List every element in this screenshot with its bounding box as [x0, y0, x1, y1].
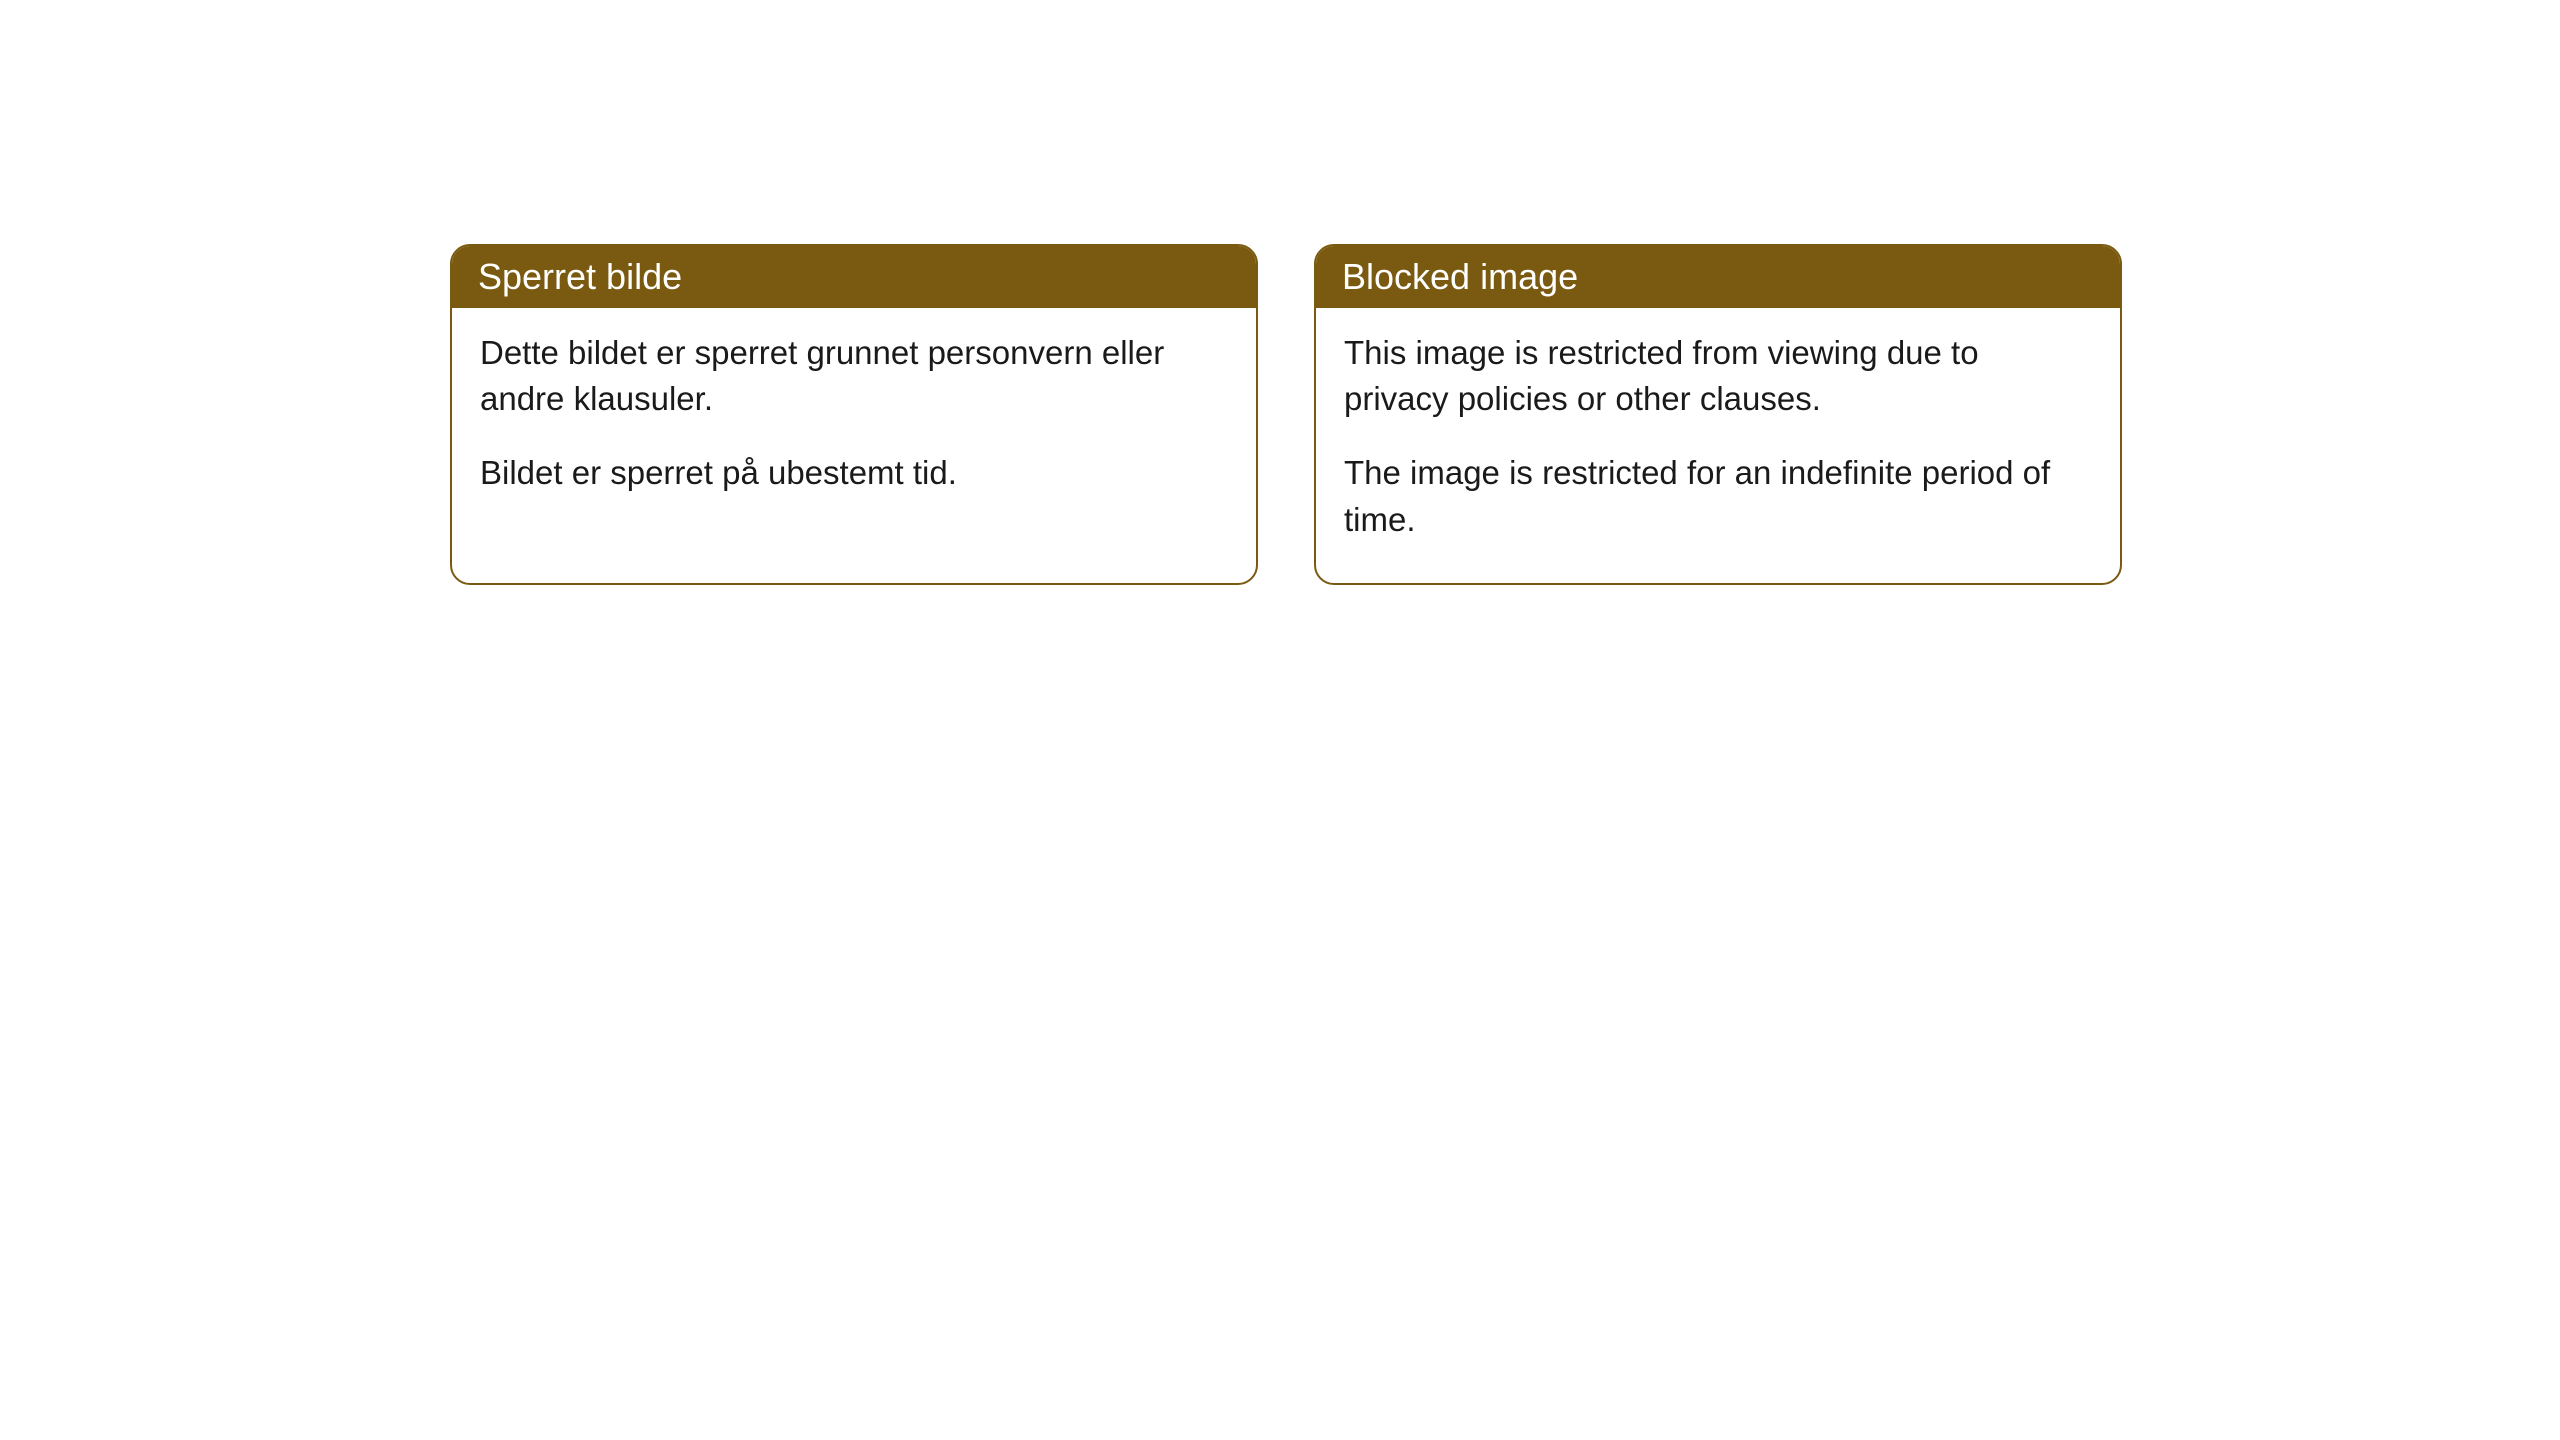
cards-container: Sperret bilde Dette bildet er sperret gr…: [450, 244, 2122, 585]
card-paragraph-2-norwegian: Bildet er sperret på ubestemt tid.: [480, 450, 1228, 496]
card-body-english: This image is restricted from viewing du…: [1316, 308, 2120, 583]
card-paragraph-1-norwegian: Dette bildet er sperret grunnet personve…: [480, 330, 1228, 422]
card-paragraph-2-english: The image is restricted for an indefinit…: [1344, 450, 2092, 542]
card-norwegian: Sperret bilde Dette bildet er sperret gr…: [450, 244, 1258, 585]
card-paragraph-1-english: This image is restricted from viewing du…: [1344, 330, 2092, 422]
card-title-norwegian: Sperret bilde: [478, 256, 682, 297]
card-header-norwegian: Sperret bilde: [452, 246, 1256, 308]
card-header-english: Blocked image: [1316, 246, 2120, 308]
card-english: Blocked image This image is restricted f…: [1314, 244, 2122, 585]
card-body-norwegian: Dette bildet er sperret grunnet personve…: [452, 308, 1256, 537]
card-title-english: Blocked image: [1342, 256, 1578, 297]
